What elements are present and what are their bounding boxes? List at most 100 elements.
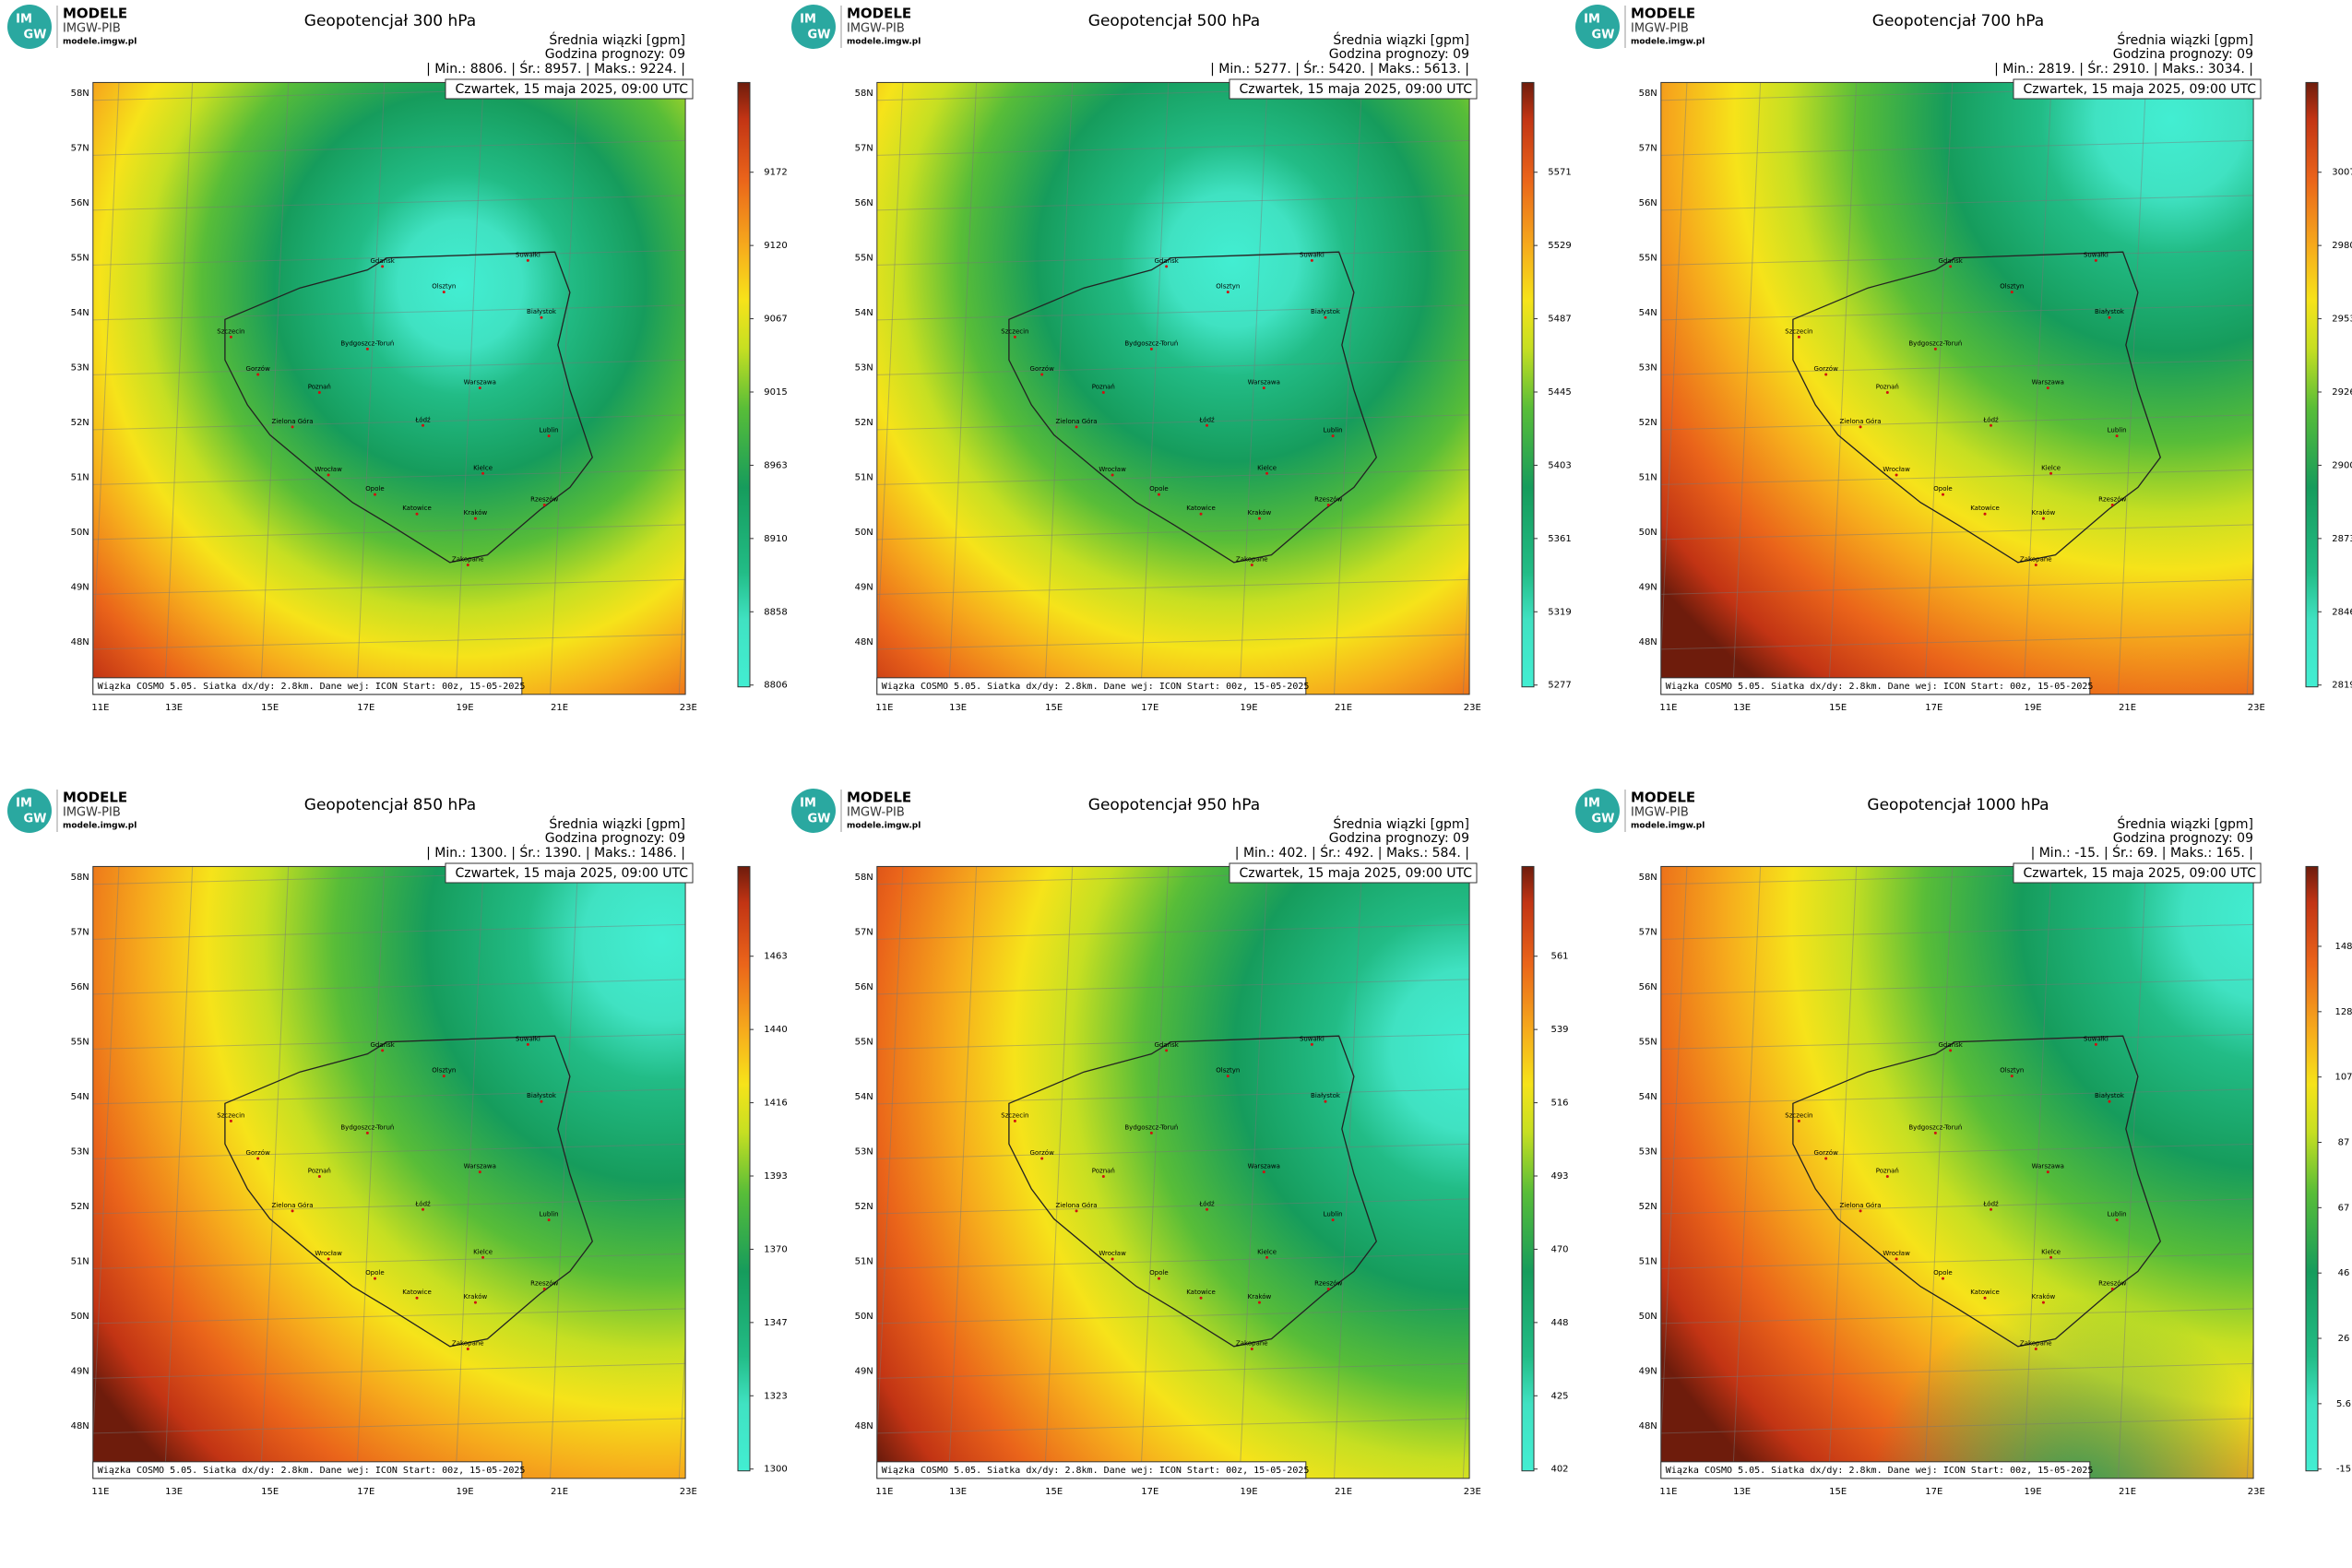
city-dot — [415, 512, 419, 516]
city-label: Kraków — [2032, 509, 2056, 517]
city-dot — [542, 503, 546, 506]
brand-url: modele.imgw.pl — [1631, 822, 1705, 831]
grid-line — [876, 1253, 1470, 1269]
city-dot — [2108, 315, 2111, 319]
city-dot — [2046, 1170, 2049, 1174]
lat-label: 55N — [1639, 1037, 1657, 1047]
grid-line — [92, 414, 686, 431]
colorbar-tick-label: 470 — [1550, 1244, 1568, 1254]
grid-line — [1660, 469, 2254, 485]
grid-line — [1044, 82, 1074, 695]
colorbar-tick-label: 2980 — [2332, 241, 2352, 251]
city-dot — [1895, 1257, 1898, 1261]
grid-line — [92, 979, 686, 995]
city-label: Bydgoszcz-Toruń — [1124, 339, 1178, 347]
footer: Wiązka COSMO 5.05. Siatka dx/dy: 2.8km. … — [98, 1466, 526, 1476]
city-label: Gorzów — [246, 365, 271, 373]
colorbar-tick-label: 3007 — [2332, 168, 2352, 178]
colorbar-tick-label: 1370 — [764, 1244, 787, 1254]
lon-label: 15E — [1829, 1487, 1847, 1497]
city-dot — [1933, 1131, 1937, 1134]
grid-line — [1660, 1308, 2254, 1324]
lat-label: 54N — [855, 308, 873, 318]
colorbar-tick-label: 1463 — [764, 952, 787, 962]
city-dot — [1257, 1301, 1261, 1304]
grid-line — [92, 1418, 686, 1434]
grid-line — [2117, 866, 2146, 1479]
footer-box — [876, 1461, 1307, 1479]
lon-label: 11E — [91, 1487, 109, 1497]
lon-label: 21E — [551, 1487, 568, 1497]
logo-circle — [7, 789, 52, 833]
city-label: Lublin — [1324, 427, 1343, 434]
city-dot — [1226, 291, 1229, 294]
city-dot — [1310, 258, 1313, 262]
colorbar-tick-label: 493 — [1550, 1171, 1568, 1182]
brand-org: IMGW-PIB — [63, 22, 121, 36]
grid-line — [876, 1308, 1470, 1324]
brand-org: IMGW-PIB — [63, 806, 121, 820]
city-dot — [1942, 1277, 1944, 1280]
colorbar-tick-label: 448 — [1550, 1318, 1568, 1328]
lat-label: 53N — [71, 362, 89, 373]
grid-line — [164, 82, 194, 695]
lon-label: 23E — [2248, 1487, 2265, 1497]
panel-title: Geopotencjał 1000 hPa — [1867, 796, 2049, 814]
map-lines — [1660, 82, 2254, 695]
lat-label: 53N — [1639, 1146, 1657, 1157]
city-dot — [547, 434, 551, 438]
grid-line — [876, 304, 1470, 321]
city-label: Gdańsk — [370, 257, 395, 265]
lat-label: 57N — [1639, 143, 1657, 153]
logo-bottom: GW — [807, 813, 830, 826]
city-label: Olsztyn — [2000, 283, 2024, 291]
footer: Wiązka COSMO 5.05. Siatka dx/dy: 2.8km. … — [882, 682, 1310, 692]
country-border — [224, 1035, 593, 1348]
city-label: Zielona Góra — [272, 418, 314, 425]
lat-label: 51N — [855, 1256, 873, 1266]
city-dot — [1262, 386, 1265, 390]
grid-line — [876, 1198, 1470, 1215]
lat-label: 55N — [71, 1037, 89, 1047]
city-dot — [317, 1175, 321, 1179]
grid-line — [1660, 1198, 2254, 1215]
grid-line — [1660, 82, 1688, 667]
grid-line — [1239, 82, 1268, 695]
city-dot — [2094, 258, 2097, 262]
city-dot — [1040, 373, 1044, 376]
footer: Wiązka COSMO 5.05. Siatka dx/dy: 2.8km. … — [882, 1466, 1310, 1476]
map-lines — [876, 82, 1470, 695]
grid-line — [1462, 546, 1470, 695]
footer-box — [1660, 1461, 2091, 1479]
city-dot — [526, 258, 529, 262]
grid-line — [678, 1330, 686, 1479]
city-label: Zielona Góra — [272, 1202, 314, 1209]
city-dot — [2046, 386, 2049, 390]
city-label: Katowice — [1970, 1289, 2000, 1296]
city-label: Warszawa — [464, 1163, 496, 1170]
grid-line — [455, 82, 484, 695]
lon-label: 15E — [261, 1487, 279, 1497]
city-label: Gdańsk — [1938, 257, 1963, 265]
subtitle: Średnia wiązki [gpm] — [549, 815, 685, 832]
city-label: Kraków — [1248, 509, 1272, 517]
valid-time: Czwartek, 15 maja 2025, 09:00 UTC — [456, 866, 689, 881]
lat-label: 54N — [71, 1092, 89, 1102]
footer: Wiązka COSMO 5.05. Siatka dx/dy: 2.8km. … — [98, 682, 526, 692]
stats: | Min.: 5277. | Śr.: 5420. | Maks.: 5613… — [1210, 60, 1469, 77]
grid-line — [2246, 546, 2254, 695]
city-dot — [478, 386, 481, 390]
lon-label: 11E — [875, 703, 893, 713]
city-label: Poznań — [308, 1168, 331, 1175]
grid-line — [876, 139, 1470, 156]
city-label: Kielce — [1257, 464, 1277, 471]
colorbar-tick-label: 8910 — [764, 534, 787, 544]
grid-line — [260, 866, 290, 1479]
city-dot — [229, 335, 232, 339]
lat-label: 48N — [855, 1421, 873, 1431]
lon-label: 13E — [165, 1487, 183, 1497]
grid-line — [92, 469, 686, 485]
